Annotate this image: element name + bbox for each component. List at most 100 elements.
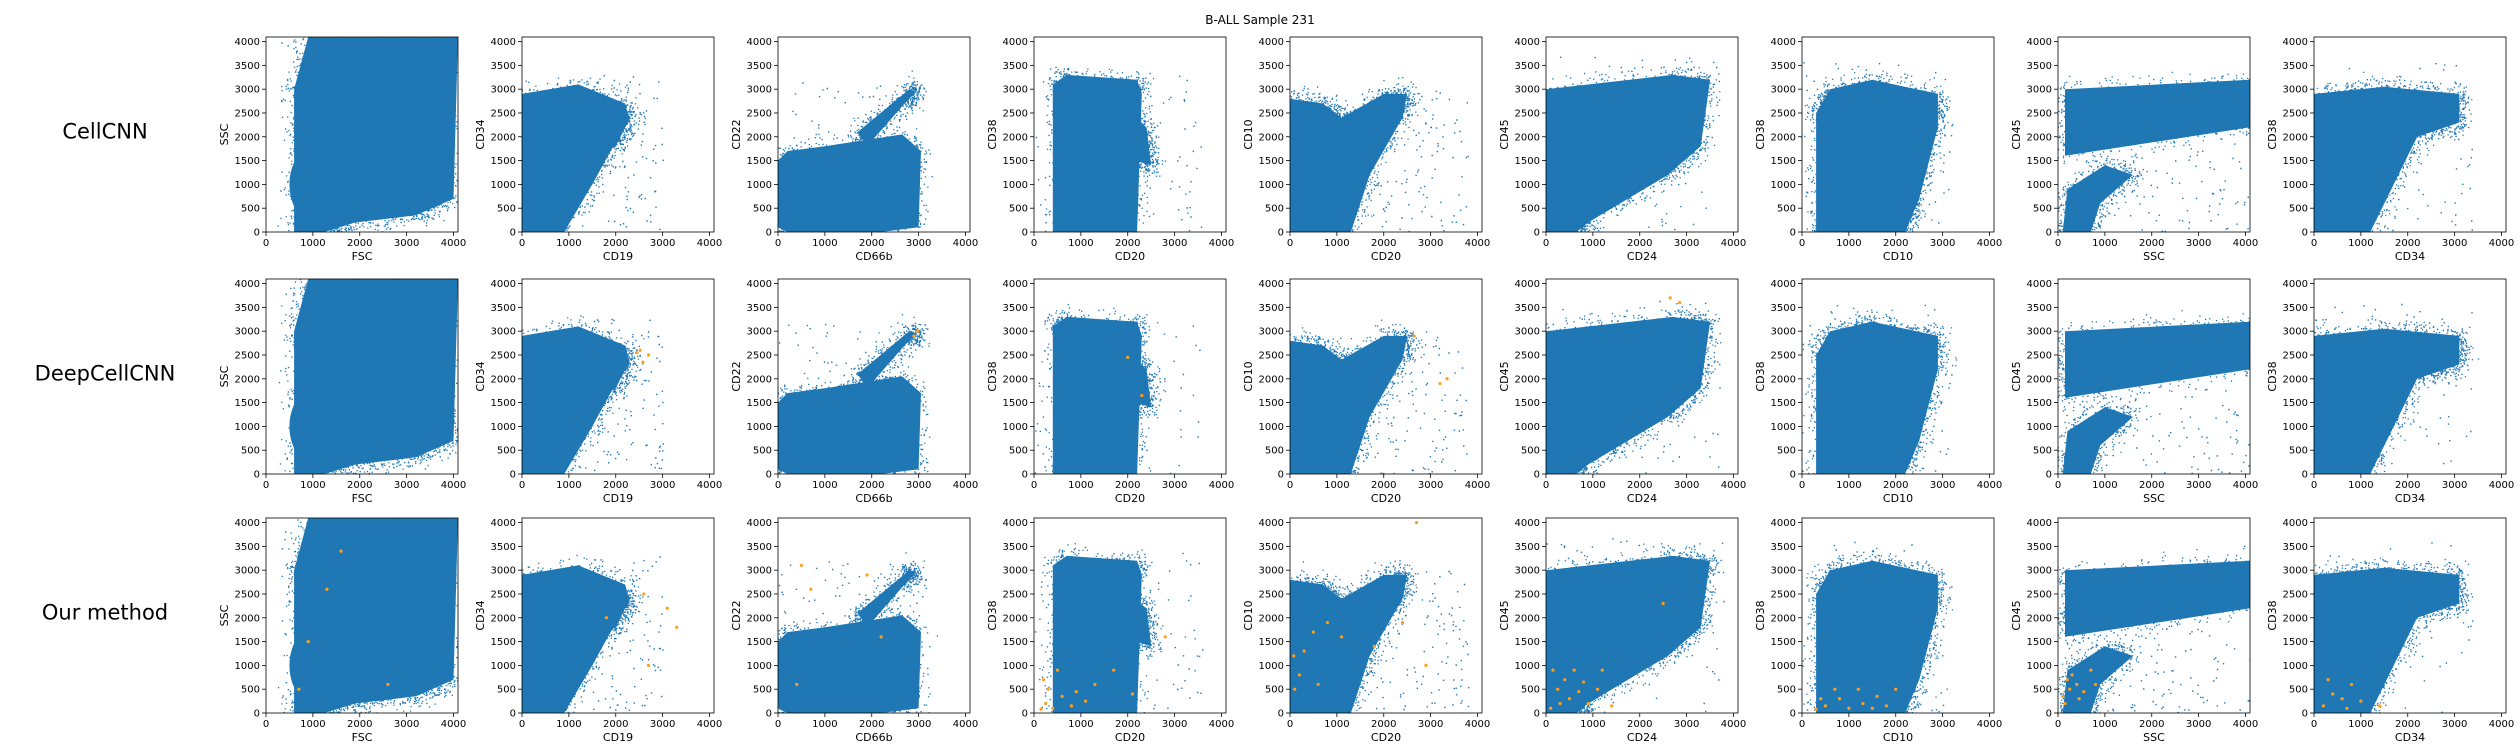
scatter-panel: 0 1000 2000 3000 4000 0 500 1000 1500 2000 2500 300… (1754, 36, 2002, 263)
y-tick-label: 4000 (747, 518, 772, 529)
y-tick-label: 1500 (235, 637, 260, 648)
y-tick-label: 1000 (235, 422, 260, 433)
y-tick-label: 3500 (747, 303, 772, 314)
y-tick-label: 1500 (1515, 398, 1540, 409)
y-tick-label: 3000 (1771, 327, 1796, 338)
scatter-panel: 0 1000 2000 3000 4000 0 500 1000 1500 2000 2500 300… (2010, 278, 2258, 505)
y-tick-label: 3000 (1259, 566, 1284, 577)
y-tick-label: 4000 (2283, 279, 2308, 290)
highlight-point (2359, 699, 2363, 703)
axes-frame (521, 517, 715, 714)
point-cloud (2065, 321, 2250, 398)
x-axis-label: CD34 (2395, 250, 2425, 263)
y-tick-label: 3500 (1515, 542, 1540, 553)
x-axis-label: CD66b (855, 731, 892, 744)
y-tick-label: 2000 (1003, 374, 1028, 385)
highlight-point (1577, 689, 1581, 694)
y-tick-label: 500 (1521, 685, 1540, 696)
x-axis-label: SSC (2143, 492, 2165, 505)
highlight-point (1074, 689, 1078, 694)
scatter-panel: 0 1000 2000 3000 4000 0 500 1000 1500 2000 2500 300… (474, 36, 722, 263)
y-tick-label: 3000 (2027, 85, 2052, 96)
highlight-point (2378, 704, 2382, 708)
x-axis-label: CD10 (1883, 492, 1913, 505)
x-tick-label: 3000 (2186, 719, 2211, 730)
y-tick-label: 1000 (1771, 180, 1796, 191)
y-tick-label: 1000 (1259, 422, 1284, 433)
y-axis-label: CD38 (986, 119, 999, 149)
y-tick-label: 0 (2046, 228, 2052, 239)
y-tick-label: 2500 (1515, 589, 1540, 600)
y-tick-label: 3500 (2283, 61, 2308, 72)
highlight-point (1130, 692, 1135, 696)
x-tick-label: 3000 (1674, 238, 1699, 249)
y-tick-label: 3500 (1771, 303, 1796, 314)
y-tick-label: 2000 (1259, 613, 1284, 624)
y-tick-label: 500 (2033, 204, 2052, 215)
x-tick-label: 2000 (1627, 719, 1652, 730)
y-tick-label: 3000 (491, 566, 516, 577)
y-tick-label: 2500 (1003, 589, 1028, 600)
x-tick-label: 0 (775, 480, 781, 491)
y-tick-label: 0 (254, 709, 260, 720)
y-tick-label: 0 (1534, 709, 1540, 720)
highlight-point (297, 687, 301, 691)
scatter-panel: 0 1000 2000 3000 4000 0 500 1000 1500 2000 2500 300… (474, 278, 722, 505)
x-tick-label: 1000 (1580, 480, 1605, 491)
highlight-point (2321, 704, 2325, 708)
y-tick-label: 1000 (2283, 422, 2308, 433)
point-cloud (778, 376, 921, 474)
x-axis-label: CD24 (1627, 492, 1657, 505)
y-tick-label: 4000 (491, 279, 516, 290)
highlight-point (1556, 687, 1560, 691)
x-tick-label: 3000 (650, 719, 675, 730)
y-tick-label: 3500 (1259, 61, 1284, 72)
highlight-point (1060, 694, 1064, 698)
scatter-panel: 0 1000 2000 3000 4000 0 500 1000 1500 2000 2500 300… (2010, 517, 2258, 744)
y-tick-label: 4000 (491, 37, 516, 48)
x-axis-label: FSC (352, 250, 373, 263)
x-axis-label: CD20 (1115, 492, 1145, 505)
x-tick-label: 3000 (2442, 238, 2467, 249)
x-tick-label: 3000 (1162, 480, 1187, 491)
highlight-point (1668, 296, 1672, 300)
highlight-point (1046, 687, 1050, 691)
x-tick-label: 1000 (1836, 480, 1861, 491)
scatter-points (1803, 62, 1954, 232)
highlight-point (2068, 687, 2072, 691)
x-tick-label: 3000 (1930, 480, 1955, 491)
x-tick-label: 1000 (1068, 719, 1093, 730)
y-tick-label: 1000 (1259, 180, 1284, 191)
point-cloud (1816, 560, 1938, 713)
y-axis-label: CD45 (1498, 119, 1511, 149)
x-tick-label: 4000 (2489, 480, 2514, 491)
y-tick-label: 2000 (235, 132, 260, 143)
y-tick-label: 4000 (235, 518, 260, 529)
y-axis-label: CD22 (730, 119, 743, 149)
x-tick-label: 2000 (1883, 238, 1908, 249)
highlight-point (1833, 687, 1837, 691)
y-tick-label: 3500 (1515, 61, 1540, 72)
row-label: DeepCellCNN (35, 362, 176, 386)
y-tick-label: 500 (1265, 685, 1284, 696)
x-axis-label: CD20 (1115, 250, 1145, 263)
y-tick-label: 3500 (747, 542, 772, 553)
x-tick-label: 4000 (953, 480, 978, 491)
highlight-point (1051, 706, 1055, 710)
x-tick-label: 2000 (1627, 480, 1652, 491)
point-cloud (1546, 555, 1711, 713)
x-tick-label: 2000 (2395, 719, 2420, 730)
x-tick-label: 1000 (300, 719, 325, 730)
highlight-point (2082, 689, 2086, 694)
y-tick-label: 2500 (2027, 589, 2052, 600)
y-tick-label: 1000 (1003, 661, 1028, 672)
y-axis-label: CD38 (1754, 361, 1767, 391)
x-tick-label: 4000 (1977, 238, 2002, 249)
scatter-panel: 0 1000 2000 3000 4000 0 500 1000 1500 2000 2500 300… (986, 278, 1234, 505)
y-axis-label: CD38 (1754, 600, 1767, 630)
y-tick-label: 0 (2302, 228, 2308, 239)
x-tick-label: 3000 (394, 238, 419, 249)
y-tick-label: 2000 (2027, 374, 2052, 385)
x-tick-label: 2000 (1371, 719, 1396, 730)
y-axis-label: CD10 (1242, 119, 1255, 149)
